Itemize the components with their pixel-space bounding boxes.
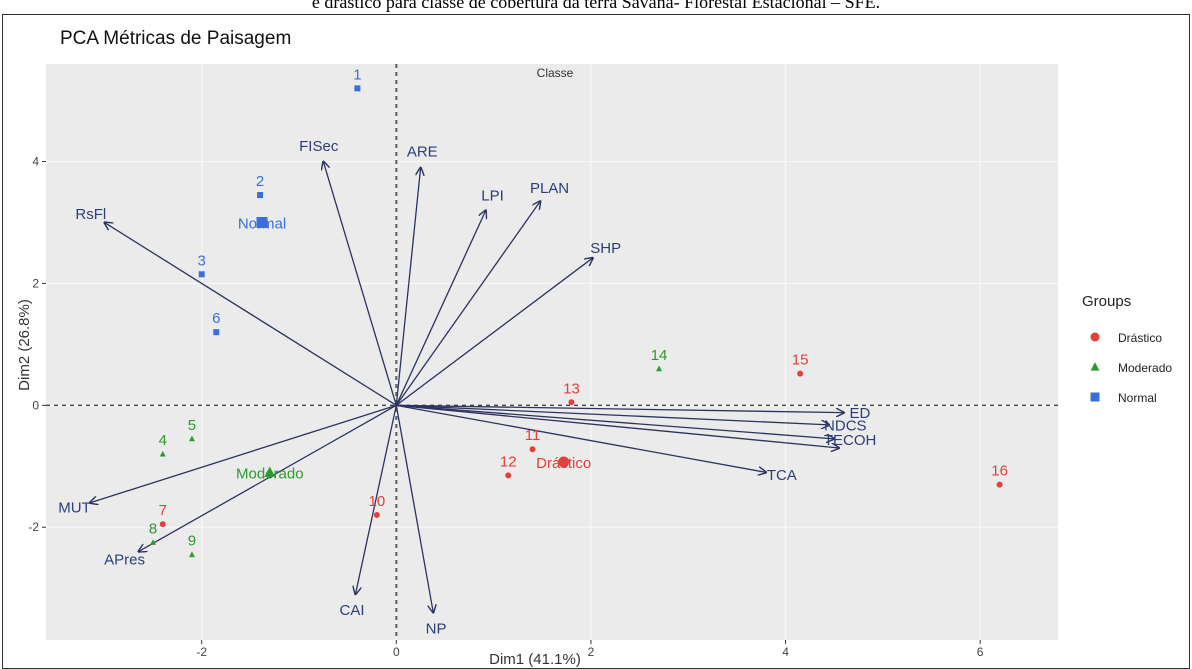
variable-arrow bbox=[323, 162, 397, 406]
point-label: 7 bbox=[159, 502, 167, 519]
x-axis-label: Dim1 (41.1%) bbox=[489, 651, 581, 668]
point-label: 1 bbox=[353, 66, 361, 83]
variable-arrow bbox=[395, 258, 593, 406]
point-label: 12 bbox=[500, 453, 517, 470]
group-centroid bbox=[558, 456, 570, 468]
variable-label: NP bbox=[426, 620, 447, 637]
x-tick-label: 0 bbox=[393, 645, 400, 659]
legend-title: Groups bbox=[1082, 293, 1131, 310]
centroid-label: Moderado bbox=[236, 465, 304, 482]
legend-item-label: Drástico bbox=[1118, 331, 1162, 345]
figure-caption: e drástico para classe de cobertura da t… bbox=[311, 0, 881, 12]
centroid-label: Drástico bbox=[536, 455, 591, 472]
variable-label: CAI bbox=[340, 602, 365, 619]
variable-label: ED bbox=[849, 405, 870, 422]
y-tick-label: 0 bbox=[32, 398, 39, 412]
data-point bbox=[354, 85, 361, 92]
data-point bbox=[159, 450, 166, 457]
variable-label: FISec bbox=[299, 138, 339, 155]
point-label: 2 bbox=[256, 173, 264, 190]
data-point bbox=[568, 399, 575, 406]
point-label: 10 bbox=[369, 493, 386, 510]
data-point bbox=[373, 512, 380, 519]
panel-background bbox=[46, 64, 1058, 640]
variable-arrow bbox=[355, 405, 397, 594]
variable-label: ARE bbox=[407, 144, 438, 161]
chart-title: PCA Métricas de Paisagem bbox=[60, 28, 291, 49]
point-label: 14 bbox=[651, 347, 668, 364]
point-label: 3 bbox=[198, 252, 206, 269]
variable-arrows: FISec ARE LPI PLAN SHP RsFl MUT APres CAI NP TCA ED… bbox=[58, 138, 876, 637]
data-point bbox=[656, 365, 663, 372]
variable-label: NDCS bbox=[824, 418, 867, 435]
variable-label: TECOH bbox=[824, 432, 877, 449]
data-point bbox=[159, 521, 166, 528]
variable-label: PLAN bbox=[530, 180, 569, 197]
y-tick-label: 4 bbox=[32, 155, 39, 169]
variable-label: TCA bbox=[767, 467, 797, 484]
group-centroid bbox=[264, 466, 276, 477]
legend-marker bbox=[1090, 392, 1100, 402]
variable-arrow bbox=[395, 201, 540, 406]
variable-arrow bbox=[395, 168, 420, 406]
reference-lines bbox=[46, 64, 1058, 640]
x-tick-label: -2 bbox=[196, 645, 207, 659]
legend-marker bbox=[1090, 332, 1100, 342]
data-point bbox=[505, 472, 512, 479]
variable-label: RsFl bbox=[75, 206, 106, 223]
variable-label: APres bbox=[104, 552, 145, 569]
point-label: 5 bbox=[188, 417, 196, 434]
point-label: 15 bbox=[792, 352, 809, 369]
point-label: 16 bbox=[991, 463, 1008, 480]
x-tick-label: 4 bbox=[782, 645, 789, 659]
data-point bbox=[188, 435, 195, 442]
y-tick-label: 2 bbox=[32, 276, 39, 290]
point-label: 8 bbox=[149, 520, 157, 537]
data-point bbox=[529, 446, 536, 453]
axis-ticks: -2 0 2 4 6 -2 0 2 4 bbox=[28, 155, 983, 659]
variable-arrow bbox=[396, 404, 829, 425]
point-label: 9 bbox=[188, 533, 196, 550]
chart-subtitle: Classe bbox=[537, 66, 574, 80]
point-label: 6 bbox=[212, 310, 220, 327]
point-label: 11 bbox=[525, 427, 541, 444]
variable-label: MUT bbox=[58, 500, 91, 517]
variable-arrow bbox=[396, 404, 834, 439]
data-point bbox=[257, 192, 264, 199]
legend-item-label: Moderado bbox=[1118, 361, 1172, 375]
variable-label: LPI bbox=[481, 188, 504, 205]
variable-label: SHP bbox=[590, 240, 621, 257]
variable-arrow bbox=[138, 404, 397, 551]
variable-arrow bbox=[396, 404, 766, 472]
point-label: 4 bbox=[159, 432, 167, 449]
data-point bbox=[198, 271, 205, 278]
legend-marker bbox=[1090, 362, 1100, 371]
variable-arrow bbox=[90, 404, 397, 503]
legend: Groups Drástico Moderado Normal bbox=[1082, 293, 1172, 405]
variable-arrow bbox=[395, 210, 486, 406]
y-axis-label: Dim2 (26.8%) bbox=[16, 299, 33, 391]
x-tick-label: 2 bbox=[588, 645, 595, 659]
centroid-label: Normal bbox=[238, 215, 286, 232]
x-tick-label: 6 bbox=[977, 645, 984, 659]
data-point bbox=[996, 481, 1003, 488]
data-point bbox=[797, 370, 804, 377]
individual-points: 7101112131516Drástico458914Moderado1236N… bbox=[149, 66, 1008, 558]
data-point bbox=[188, 551, 195, 558]
variable-arrow bbox=[396, 404, 839, 448]
variable-arrow bbox=[395, 405, 433, 612]
group-centroid bbox=[256, 216, 268, 228]
data-point bbox=[150, 539, 157, 545]
data-point bbox=[213, 329, 220, 336]
y-tick-label: -2 bbox=[28, 520, 39, 534]
point-label: 13 bbox=[563, 380, 580, 397]
variable-arrow bbox=[104, 222, 397, 406]
legend-item-label: Normal bbox=[1118, 391, 1157, 405]
variable-arrow bbox=[396, 404, 844, 412]
